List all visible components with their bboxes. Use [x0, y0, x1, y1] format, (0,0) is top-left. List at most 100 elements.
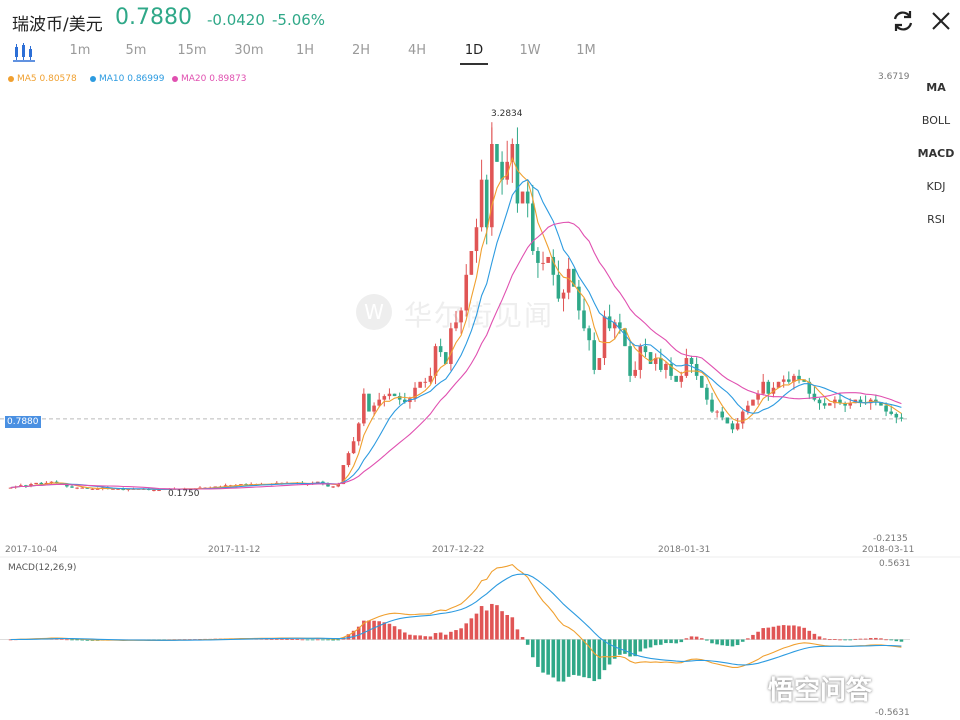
macd-bar: [638, 639, 643, 652]
candle: [484, 179, 489, 228]
candle: [807, 381, 812, 394]
candle: [403, 399, 407, 403]
candle: [858, 399, 863, 403]
candle: [833, 399, 837, 404]
indicator-button-ma[interactable]: MA: [926, 81, 946, 94]
candle: [331, 486, 335, 488]
y-axis-max-label: 3.6719: [878, 72, 910, 82]
refresh-icon[interactable]: [890, 8, 916, 34]
candle: [24, 485, 28, 487]
date-label: 2017-10-04: [5, 545, 58, 555]
candle: [699, 375, 704, 388]
macd-bar: [269, 638, 274, 640]
pair-title: 瑞波币/美元: [12, 15, 103, 35]
candle: [710, 399, 714, 412]
indicator-button-boll[interactable]: BOLL: [921, 114, 951, 127]
close-icon[interactable]: [928, 8, 954, 34]
candle: [797, 375, 801, 380]
low-point-label: 0.1750: [168, 489, 200, 499]
candle: [449, 328, 453, 364]
macd-bar: [525, 639, 530, 645]
candle: [479, 179, 484, 228]
candlestick-type-icon[interactable]: [12, 41, 36, 63]
macd-bar: [295, 639, 300, 640]
candle: [756, 393, 760, 400]
candle: [766, 381, 771, 394]
candle: [602, 316, 607, 359]
current-price: 0.7880: [115, 5, 192, 30]
candle: [490, 144, 494, 228]
tab-timeframe-1h[interactable]: 1H: [295, 43, 315, 58]
macd-bar: [730, 639, 735, 647]
candle: [392, 393, 397, 397]
candle: [648, 352, 653, 364]
candle: [730, 423, 735, 430]
tab-timeframe-1w[interactable]: 1W: [519, 43, 541, 58]
candle: [761, 381, 765, 394]
candle: [561, 292, 566, 299]
macd-bar: [705, 639, 709, 641]
tab-timeframe-5m[interactable]: 5m: [125, 43, 147, 58]
candle: [54, 481, 59, 483]
macd-bar: [648, 639, 653, 648]
candle: [822, 403, 827, 406]
tab-timeframe-4h[interactable]: 4H: [407, 43, 427, 58]
macd-bar: [531, 639, 535, 658]
candle: [121, 488, 125, 491]
macd-bar: [776, 625, 781, 640]
macd-bar: [346, 634, 351, 640]
candle: [116, 488, 120, 490]
tab-timeframe-1d[interactable]: 1D: [464, 43, 484, 58]
high-point-label: 3.2834: [491, 109, 523, 119]
macd-bar: [751, 634, 755, 640]
candle: [75, 487, 79, 489]
macd-bar: [884, 639, 888, 641]
macd-bar: [592, 639, 597, 682]
candle: [725, 417, 730, 424]
macd-bar: [59, 638, 64, 640]
macd-bar: [689, 636, 694, 640]
macd-bar: [781, 625, 786, 640]
macd-bar: [669, 639, 673, 644]
candle: [684, 358, 689, 376]
tab-timeframe-15m[interactable]: 15m: [177, 43, 207, 58]
candle: [582, 310, 586, 329]
macd-bar: [848, 639, 853, 641]
candle: [659, 358, 663, 370]
macd-bar: [65, 639, 69, 641]
candle: [95, 488, 100, 490]
candle: [571, 268, 576, 287]
tab-timeframe-1m[interactable]: 1m: [69, 43, 91, 58]
macd-bar: [792, 625, 796, 640]
indicator-button-kdj[interactable]: KDJ: [926, 180, 946, 193]
tab-timeframe-1m[interactable]: 1M: [576, 43, 596, 58]
price-change-percent: -5.06%: [272, 11, 326, 29]
macd-bar: [822, 638, 827, 640]
candle: [664, 363, 668, 370]
candle: [356, 423, 361, 442]
macd-bar: [817, 636, 822, 640]
tab-timeframe-2h[interactable]: 2H: [351, 43, 371, 58]
indicator-button-rsi[interactable]: RSI: [927, 213, 945, 226]
macd-bar: [377, 621, 381, 640]
macd-bar: [438, 632, 443, 640]
macd-bar: [300, 639, 305, 641]
candle: [740, 411, 745, 424]
candle: [443, 352, 448, 364]
macd-bar: [454, 630, 458, 640]
macd-bar: [474, 613, 479, 640]
macd-bar: [853, 638, 858, 640]
tab-timeframe-30m[interactable]: 30m: [234, 43, 264, 58]
ma-line-10: [10, 179, 902, 490]
macd-bar: [694, 636, 699, 640]
macd-bar: [387, 623, 392, 640]
candle: [607, 316, 612, 329]
candle: [428, 375, 433, 382]
macd-bar: [756, 631, 760, 640]
indicator-button-macd[interactable]: MACD: [917, 147, 955, 160]
candle: [715, 411, 719, 413]
macd-bar: [889, 639, 893, 641]
macd-bar: [740, 639, 745, 642]
candle: [510, 144, 515, 162]
